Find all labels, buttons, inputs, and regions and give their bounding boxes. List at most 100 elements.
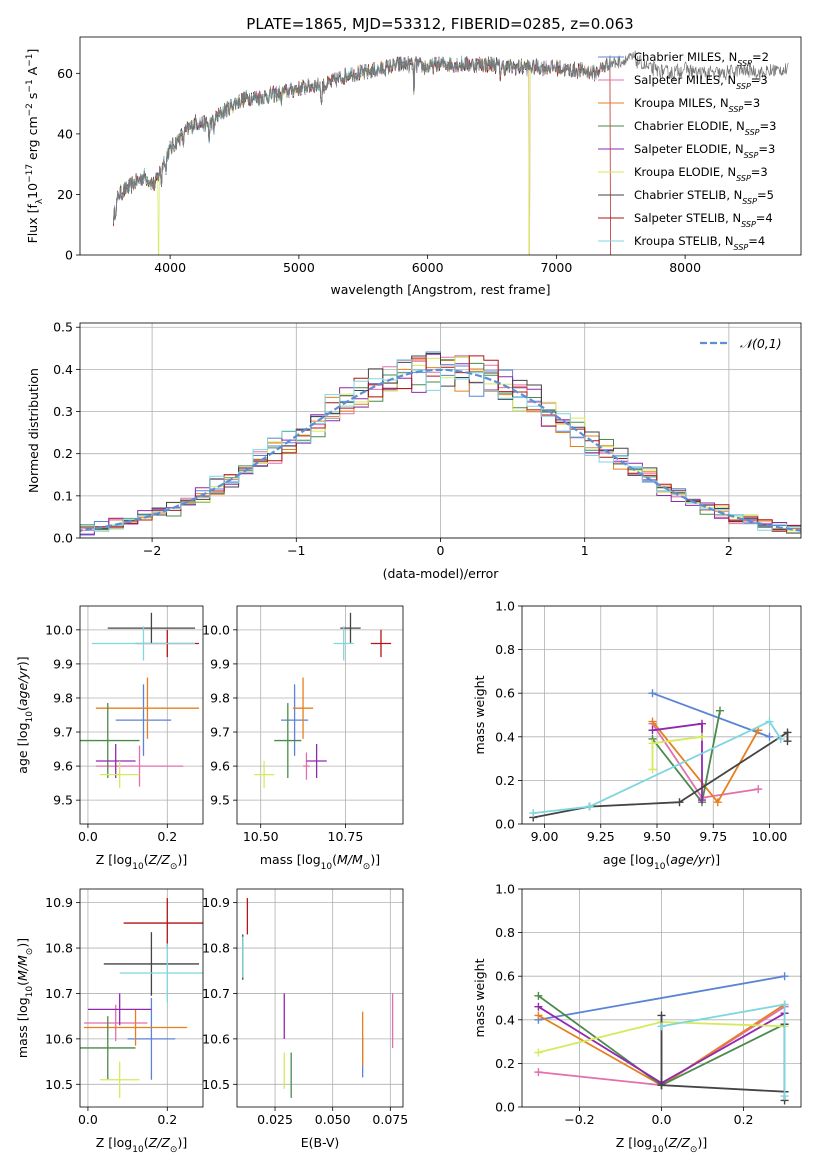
axes-frame: [521, 605, 802, 825]
weight-line: [652, 692, 770, 738]
y-tick-label: 0: [65, 248, 73, 263]
legend-entry: Salpeter ELODIE, NSSP=3: [634, 142, 775, 160]
weight-line: [651, 710, 721, 805]
y-tick-label: 0.0: [495, 817, 515, 832]
weight-marker: [534, 1002, 543, 1011]
x-tick-label: −2: [143, 543, 161, 558]
weight-marker: [754, 785, 763, 794]
axes-residuals: −2 −1 0 1 2 0.0 0.1 0.2 0.3 0.4 0.5 (data-model)/er…: [26, 320, 802, 581]
x-tick-label: 10.00: [752, 829, 788, 844]
x-tick-label: −1: [287, 543, 305, 558]
weight-line: [538, 975, 785, 1021]
y-axis-label: age [log10(age/yr)]: [15, 656, 35, 773]
legend-residuals: 𝒩(0,1): [700, 336, 782, 351]
legend-entry: Chabrier MILES, NSSP=2: [634, 50, 769, 68]
y-tick-label: 10.8: [202, 941, 230, 956]
x-tick-label: 0.075: [372, 1112, 408, 1127]
weight-marker: [698, 796, 706, 805]
x-tick-label: 9.50: [643, 829, 671, 844]
axes-frame: [236, 888, 404, 1108]
x-tick-label: 0.2: [157, 829, 177, 844]
legend-entry: Salpeter STELIB, NSSP=4: [634, 211, 773, 229]
y-tick-label: 10.5: [202, 1077, 230, 1092]
x-tick-label: 0: [437, 543, 445, 558]
plot-area-spectrum: [113, 50, 789, 255]
weight-marker: [648, 726, 657, 735]
normal-curve: [80, 368, 801, 532]
legend-entry: Salpeter MILES, NSSP=3: [634, 73, 768, 91]
weight-marker: [675, 798, 684, 807]
x-tick-label: 7000: [540, 260, 572, 275]
y-tick-label: 1.0: [495, 599, 515, 614]
axes-mass-EBV: 0.025 0.050 0.075 10.5 10.6 10.7 10.8 10.9 E(B-V…: [202, 888, 408, 1150]
y-tick-label: 20: [57, 187, 73, 202]
x-tick-label: 9.25: [587, 829, 615, 844]
x-tick-label: 10.75: [328, 829, 364, 844]
legend-entry: Chabrier ELODIE, NSSP=3: [634, 119, 776, 137]
weight-marker: [783, 728, 792, 737]
y-tick-label: 0.8: [495, 925, 515, 940]
y-tick-label: 0.1: [53, 488, 73, 503]
y-tick-label: 0.4: [53, 362, 73, 377]
weight-marker: [716, 706, 724, 715]
y-tick-label: 10.0: [45, 622, 73, 637]
x-tick-label: −0.2: [564, 1112, 594, 1127]
spectrum-line: [113, 55, 611, 224]
x-tick-label: 4000: [154, 260, 186, 275]
spectrum-line: [113, 55, 609, 255]
axes-weight-age: 9.00 9.25 9.50 9.75 10.00 0.0 0.2 0.4 0.6 0.8 1.0 a…: [472, 599, 802, 872]
y-tick-label: 10.0: [202, 622, 230, 637]
y-tick-label: 0.4: [495, 1012, 515, 1027]
weight-marker: [780, 1000, 789, 1009]
y-tick-label: 10.7: [45, 986, 73, 1001]
y-axis-label: Flux [fλ10−17 erg cm−2 s−1 A−1]: [25, 49, 45, 244]
y-tick-label: 0.3: [53, 404, 73, 419]
x-axis-label: age [log10(age/yr)]: [603, 852, 720, 872]
weight-marker: [765, 717, 774, 726]
y-tick-label: 0.8: [495, 642, 515, 657]
y-tick-label: 10.7: [202, 986, 230, 1001]
weight-marker: [648, 717, 657, 726]
weight-marker: [783, 737, 792, 746]
axes-spectrum: 4000 5000 6000 7000 8000 0 20 40 60 wavelength [A…: [25, 36, 802, 297]
histogram-step: [80, 359, 801, 536]
plot-area-residuals: [80, 351, 801, 538]
weight-marker: [648, 689, 657, 698]
y-axis-label: mass weight: [472, 958, 487, 1037]
spectrum-line: [113, 56, 609, 223]
axes-frame: [236, 605, 404, 825]
y-tick-label: 9.6: [53, 759, 73, 774]
spectrum-line: [113, 56, 609, 227]
y-tick-label: 9.6: [210, 759, 230, 774]
x-axis-label: (data-model)/error: [383, 566, 500, 581]
y-tick-label: 0.6: [495, 686, 515, 701]
axes-frame: [79, 605, 204, 825]
y-tick-label: 10.8: [45, 941, 73, 956]
x-axis-label: mass [log10(M/M⊙)]: [260, 852, 380, 872]
axes-weight-Z: −0.2 0.0 0.2 0.0 0.2 0.4 0.6 0.8 1.0 Z [log10(Z/Z…: [472, 882, 802, 1155]
x-tick-label: 2: [725, 543, 733, 558]
axes-mass-Z: 0.0 0.2 10.5 10.6 10.7 10.8 10.9 Z [log10(Z/Z⊙)…: [15, 888, 204, 1155]
x-tick-label: 9.00: [531, 829, 559, 844]
weight-marker: [657, 1011, 666, 1020]
plot-area-age-Z: [80, 612, 200, 789]
weight-marker: [648, 739, 657, 748]
y-tick-label: 0.2: [53, 446, 73, 461]
weight-line: [660, 1015, 786, 1101]
x-tick-label: 0.0: [78, 1112, 98, 1127]
spectrum-data-line: [113, 50, 789, 225]
x-tick-label: 0.0: [78, 829, 98, 844]
x-tick-label: 1: [581, 543, 589, 558]
y-axis-label: mass weight: [472, 675, 487, 754]
y-tick-label: 10.9: [45, 895, 73, 910]
y-tick-label: 9.8: [210, 690, 230, 705]
y-tick-label: 0.4: [495, 729, 515, 744]
weight-line: [533, 720, 782, 814]
weight-marker: [585, 802, 594, 811]
y-tick-label: 9.8: [53, 690, 73, 705]
axes-frame: [79, 36, 802, 256]
weight-marker: [713, 798, 722, 807]
x-tick-label: 0.0: [652, 1112, 672, 1127]
y-tick-label: 40: [57, 126, 73, 141]
